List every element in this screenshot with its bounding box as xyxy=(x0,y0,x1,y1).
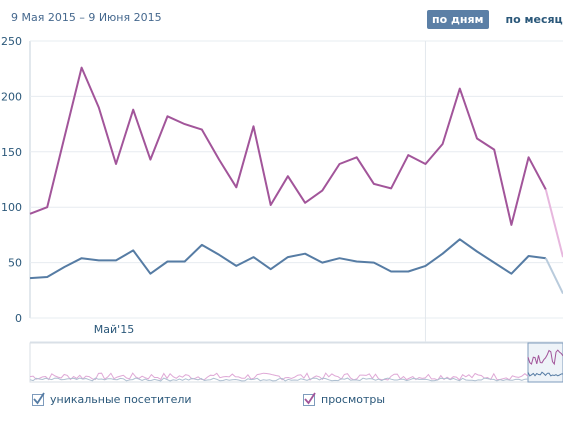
views-checkbox[interactable] xyxy=(303,392,316,406)
period-tabs: по дням по месяцам xyxy=(427,10,563,29)
overview-zoom-views xyxy=(527,349,563,366)
y-tick-label: 200 xyxy=(1,90,22,103)
overview-series-visitors xyxy=(29,377,529,382)
series-line xyxy=(29,66,547,226)
y-tick-label: 50 xyxy=(8,257,22,270)
date-range: 9 Мая 2015 – 9 Июня 2015 xyxy=(11,11,162,24)
tab-by-months[interactable]: по месяцам xyxy=(505,13,563,26)
check-icon xyxy=(304,392,316,404)
series-line-partial xyxy=(544,257,563,295)
legend-label-views: просмотры xyxy=(321,393,386,406)
y-tick-label: 100 xyxy=(1,201,22,214)
legend-label-visitors: уникальные посетители xyxy=(50,393,192,406)
legend-item-views[interactable]: просмотры xyxy=(303,392,386,406)
overview-navigator xyxy=(29,342,563,383)
check-icon xyxy=(33,392,45,404)
overview-zoom-visitors xyxy=(527,371,563,377)
visitors-checkbox[interactable] xyxy=(32,392,45,406)
legend-item-visitors[interactable]: уникальные посетители xyxy=(32,392,192,406)
series-line-partial xyxy=(544,189,563,258)
y-tick-label: 150 xyxy=(1,146,22,159)
tab-by-days[interactable]: по дням xyxy=(427,10,489,29)
y-tick-label: 250 xyxy=(1,35,22,48)
series-line xyxy=(29,238,546,280)
y-tick-label: 0 xyxy=(15,312,22,325)
x-tick-label: Май'15 xyxy=(94,323,134,336)
